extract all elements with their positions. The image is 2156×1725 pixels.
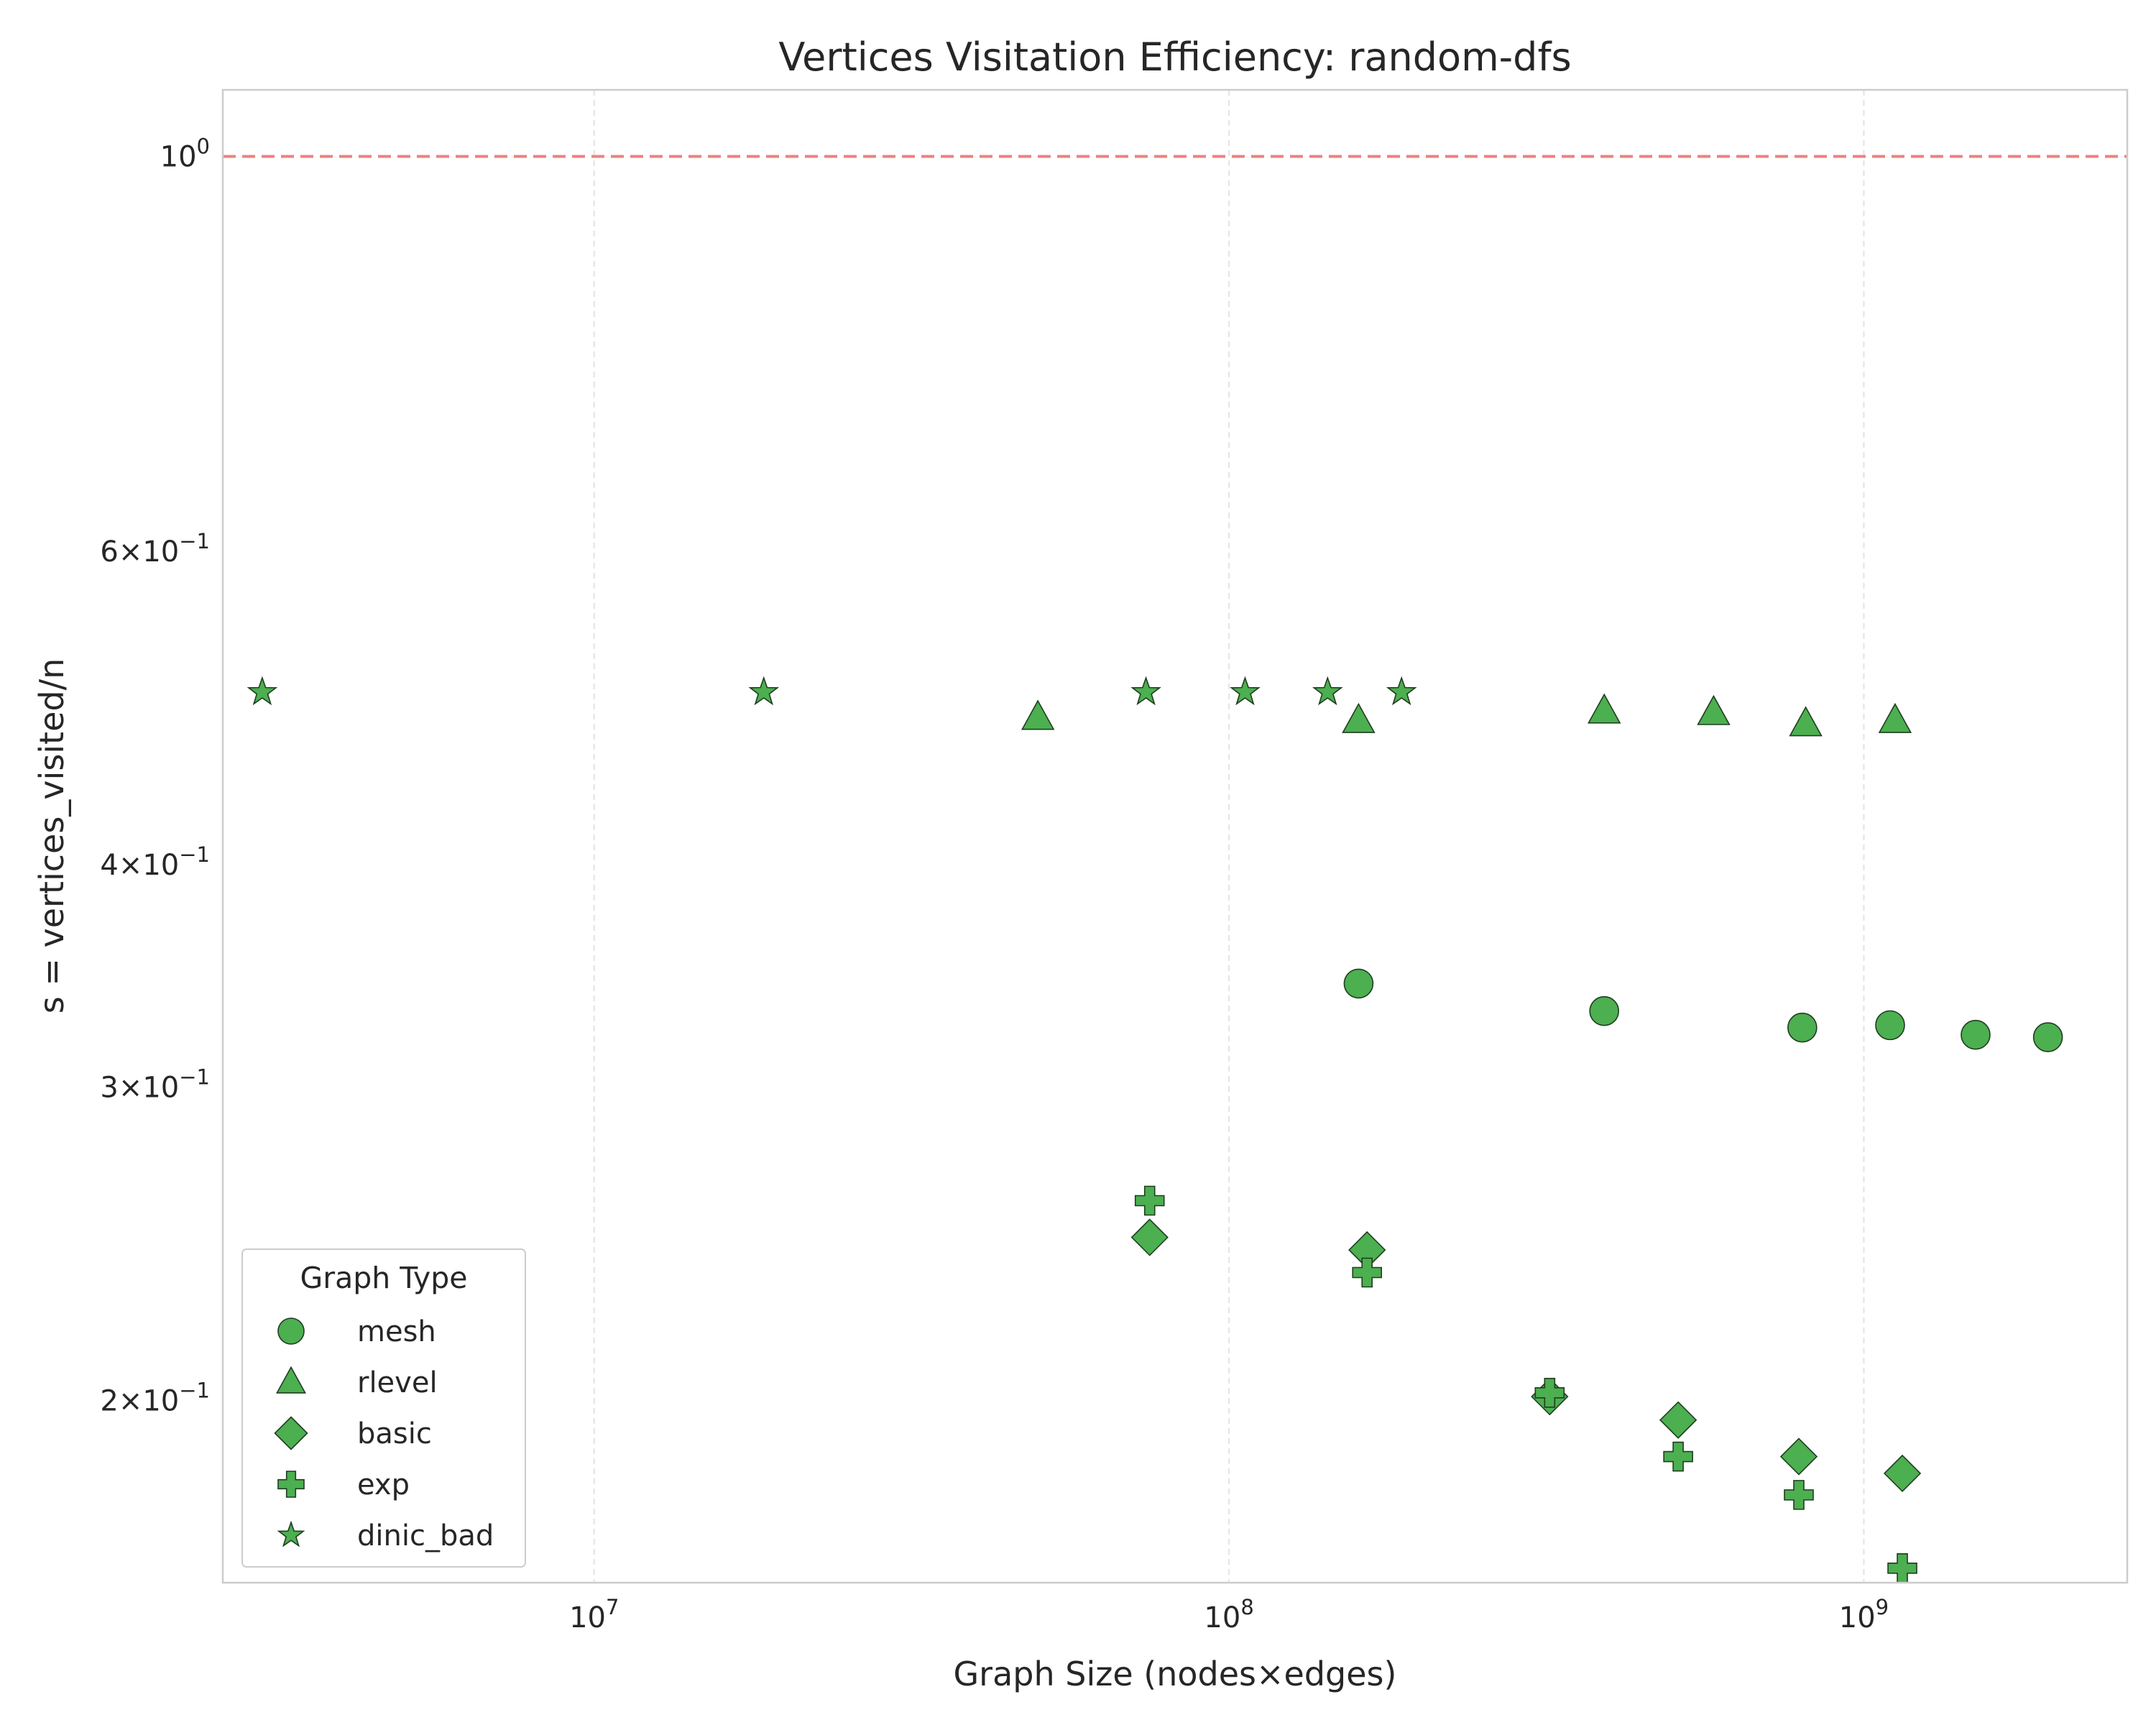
legend-marker-rlevel <box>275 1366 307 1394</box>
y-axis-label: s = vertices_visited/n <box>32 658 71 1014</box>
x-tick-label: 109 <box>1839 1595 1889 1634</box>
legend-label: dinic_bad <box>357 1519 494 1552</box>
point-dinic_bad <box>1130 676 1161 706</box>
legend-item-basic: basic <box>274 1416 432 1450</box>
point-exp <box>1134 1185 1165 1216</box>
point-rlevel <box>1588 693 1621 724</box>
x-axis-label: Graph Size (nodes×edges) <box>954 1655 1397 1693</box>
point-mesh <box>2032 1022 2063 1052</box>
point-exp <box>1784 1480 1814 1510</box>
point-dinic_bad <box>1386 676 1417 706</box>
point-dinic_bad <box>1230 676 1261 706</box>
legend-label: mesh <box>357 1315 436 1348</box>
point-mesh <box>1343 968 1374 999</box>
x-tick-label: 108 <box>1204 1595 1253 1634</box>
point-exp <box>1352 1257 1383 1288</box>
series-mesh <box>1343 968 2063 1052</box>
legend-marker-basic <box>274 1416 308 1450</box>
point-exp <box>1534 1377 1565 1408</box>
series-dinic_bad <box>247 676 1417 706</box>
legend-box <box>241 1248 526 1568</box>
legend: Graph Type mesh rlevel basic exp dinic_bad <box>241 1248 526 1568</box>
point-exp <box>1663 1441 1693 1472</box>
legend-item-rlevel: rlevel <box>275 1366 438 1399</box>
y-tick-label: 100 <box>160 134 210 174</box>
point-mesh <box>1961 1019 1991 1050</box>
point-basic <box>1659 1401 1697 1439</box>
point-rlevel <box>1697 694 1731 725</box>
plot-frame <box>221 88 2129 1584</box>
point-basic <box>1779 1438 1818 1476</box>
legend-marker-mesh <box>277 1317 305 1345</box>
chart-title: Vertices Visitation Efficiency: random-d… <box>778 34 1571 80</box>
point-mesh <box>1589 995 1620 1026</box>
legend-title: Graph Type <box>300 1261 468 1295</box>
point-rlevel <box>1342 702 1376 733</box>
point-dinic_bad <box>247 676 278 706</box>
x-tick-label: 107 <box>569 1595 619 1634</box>
point-dinic_bad <box>1312 676 1343 706</box>
legend-item-dinic_bad: dinic_bad <box>277 1519 494 1552</box>
legend-label: rlevel <box>357 1366 438 1399</box>
legend-item-exp: exp <box>277 1468 410 1501</box>
point-rlevel <box>1878 702 1912 733</box>
legend-label: exp <box>357 1468 410 1501</box>
series-rlevel <box>1021 693 1912 737</box>
point-mesh <box>1875 1010 1905 1041</box>
legend-item-mesh: mesh <box>277 1315 436 1348</box>
y-tick-label: 2×10−1 <box>100 1378 210 1417</box>
legend-label: basic <box>357 1417 432 1450</box>
point-mesh <box>1787 1012 1818 1043</box>
point-rlevel <box>1789 706 1823 737</box>
point-basic <box>1883 1454 1922 1493</box>
legend-marker-dinic_bad <box>277 1520 305 1547</box>
y-tick-label: 4×10−1 <box>100 842 210 882</box>
point-basic <box>1130 1218 1169 1256</box>
point-rlevel <box>1021 699 1055 730</box>
y-tick-label: 6×10−1 <box>100 529 210 569</box>
legend-marker-exp <box>277 1471 305 1498</box>
point-dinic_bad <box>748 676 780 706</box>
y-tick-label: 3×10−1 <box>100 1064 210 1104</box>
